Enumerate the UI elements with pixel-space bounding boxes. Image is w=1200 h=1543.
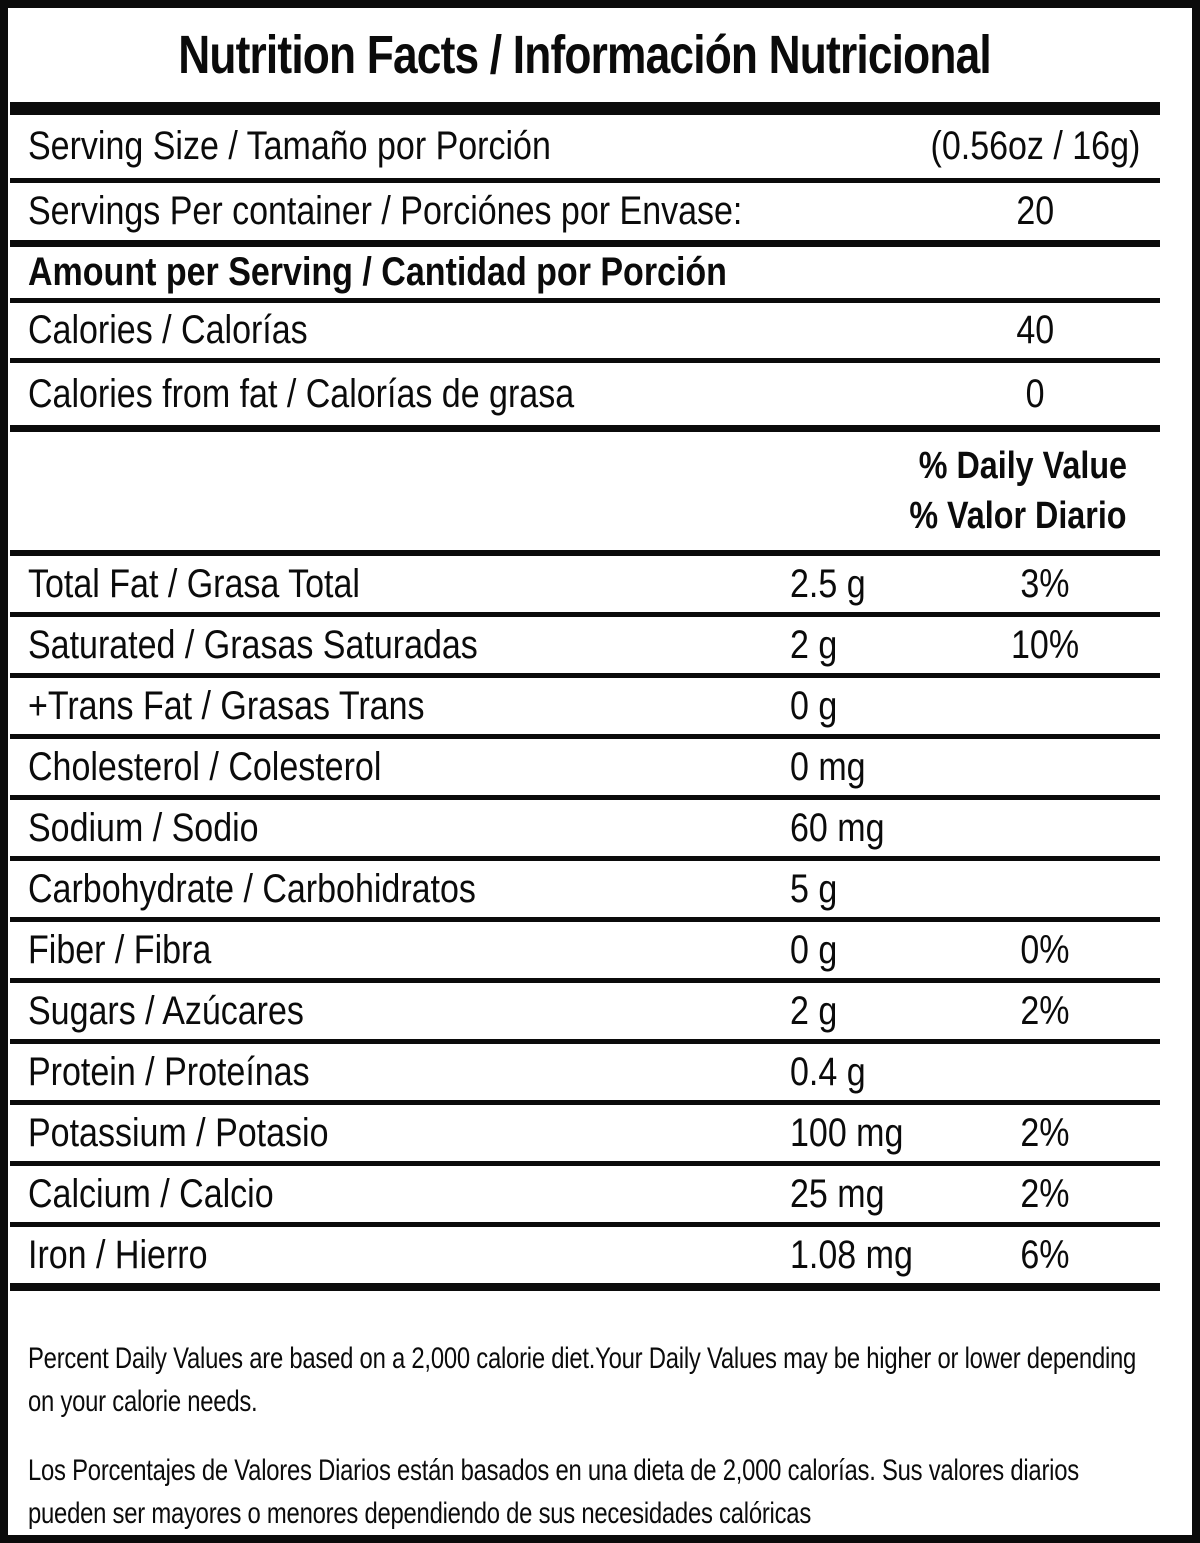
nutrient-name: Saturated / Grasas Saturadas: [28, 622, 478, 667]
nutrient-dv: 3%: [1020, 561, 1070, 606]
nutrient-row-fiber: Fiber / Fibra 0 g 0%: [10, 922, 1160, 983]
nutrient-row-sugars: Sugars / Azúcares 2 g 2%: [10, 983, 1160, 1044]
nutrient-name: Iron / Hierro: [28, 1232, 208, 1277]
nutrient-amount: 2 g: [790, 622, 838, 667]
serving-size-value: (0.56oz / 16g): [930, 124, 1140, 168]
footnotes: Percent Daily Values are based on a 2,00…: [8, 1291, 1192, 1535]
calories-row: Calories / Calorías 40: [10, 303, 1160, 363]
nutrient-row-carbohydrate: Carbohydrate / Carbohidratos 5 g: [10, 861, 1160, 922]
amount-per-serving-heading: Amount per Serving / Cantidad por Porció…: [10, 247, 1160, 303]
amount-per-serving-text: Amount per Serving / Cantidad por Porció…: [28, 250, 727, 294]
nutrient-amount: 100 mg: [790, 1110, 904, 1155]
calories-from-fat-row: Calories from fat / Calorías de grasa 0: [10, 363, 1160, 432]
serving-size-row: Serving Size / Tamaño por Porción (0.56o…: [10, 115, 1160, 183]
nutrient-row-calcium: Calcium / Calcio 25 mg 2%: [10, 1166, 1160, 1227]
calories-from-fat-name: Calories from fat / Calorías de grasa: [28, 371, 575, 416]
nutrient-name: Fiber / Fibra: [28, 927, 212, 972]
nutrient-dv: 2%: [1020, 988, 1070, 1033]
nutrient-row-sodium: Sodium / Sodio 60 mg: [10, 800, 1160, 861]
servings-per-container-name: Servings Per container / Porciónes por E…: [28, 189, 743, 233]
nutrient-row-iron: Iron / Hierro 1.08 mg 6%: [10, 1227, 1160, 1291]
nutrient-dv: 6%: [1020, 1232, 1070, 1277]
nutrient-dv: 2%: [1020, 1171, 1070, 1216]
nutrient-amount: 2.5 g: [790, 561, 866, 606]
calories-value: 40: [1016, 308, 1054, 352]
nutrient-row-protein: Protein / Proteínas 0.4 g: [10, 1044, 1160, 1105]
servings-per-container-row: Servings Per container / Porciónes por E…: [10, 183, 1160, 247]
nutrient-name: Carbohydrate / Carbohidratos: [28, 866, 476, 911]
nutrient-amount: 1.08 mg: [790, 1232, 913, 1277]
nutrient-row-total-fat: Total Fat / Grasa Total 2.5 g 3%: [10, 556, 1160, 617]
nutrient-name: +Trans Fat / Grasas Trans: [28, 683, 425, 728]
footnote-english: Percent Daily Values are based on a 2,00…: [28, 1342, 1137, 1418]
nutrient-dv: 2%: [1020, 1110, 1070, 1155]
label-title: Nutrition Facts / Información Nutriciona…: [178, 25, 993, 85]
nutrient-name: Sugars / Azúcares: [28, 988, 304, 1033]
nutrient-amount: 0 g: [790, 683, 838, 728]
nutrient-name: Total Fat / Grasa Total: [28, 561, 360, 606]
serving-size-name: Serving Size / Tamaño por Porción: [28, 124, 551, 168]
nutrient-dv: 0%: [1020, 927, 1070, 972]
nutrient-amount: 0 g: [790, 927, 838, 972]
nutrient-amount: 5 g: [790, 866, 838, 911]
nutrient-amount: 0.4 g: [790, 1049, 866, 1094]
nutrient-name: Cholesterol / Colesterol: [28, 744, 382, 789]
nutrient-amount: 0 mg: [790, 744, 866, 789]
nutrient-dv: 10%: [1010, 622, 1080, 667]
calories-from-fat-value: 0: [1025, 371, 1045, 416]
footnote-spanish: Los Porcentajes de Valores Diarios están…: [28, 1454, 1079, 1530]
nutrient-name: Protein / Proteínas: [28, 1049, 310, 1094]
nutrient-row-potassium: Potassium / Potasio 100 mg 2%: [10, 1105, 1160, 1166]
nutrient-row-trans-fat: +Trans Fat / Grasas Trans 0 g: [10, 678, 1160, 739]
nutrient-amount: 60 mg: [790, 805, 885, 850]
label-title-section: Nutrition Facts / Información Nutriciona…: [10, 8, 1160, 115]
daily-value-header-es: % Valor Diario: [909, 495, 1127, 537]
nutrient-name: Sodium / Sodio: [28, 805, 259, 850]
nutrient-row-saturated-fat: Saturated / Grasas Saturadas 2 g 10%: [10, 617, 1160, 678]
servings-per-container-value: 20: [1016, 189, 1054, 233]
daily-value-header-en: % Daily Value: [918, 445, 1127, 487]
nutrient-name: Potassium / Potasio: [28, 1110, 329, 1155]
nutrient-amount: 2 g: [790, 988, 838, 1033]
nutrient-amount: 25 mg: [790, 1171, 885, 1216]
nutrient-name: Calcium / Calcio: [28, 1171, 274, 1216]
calories-name: Calories / Calorías: [28, 308, 308, 352]
daily-value-header: % Daily Value % Valor Diario: [10, 432, 1160, 556]
nutrient-row-cholesterol: Cholesterol / Colesterol 0 mg: [10, 739, 1160, 800]
